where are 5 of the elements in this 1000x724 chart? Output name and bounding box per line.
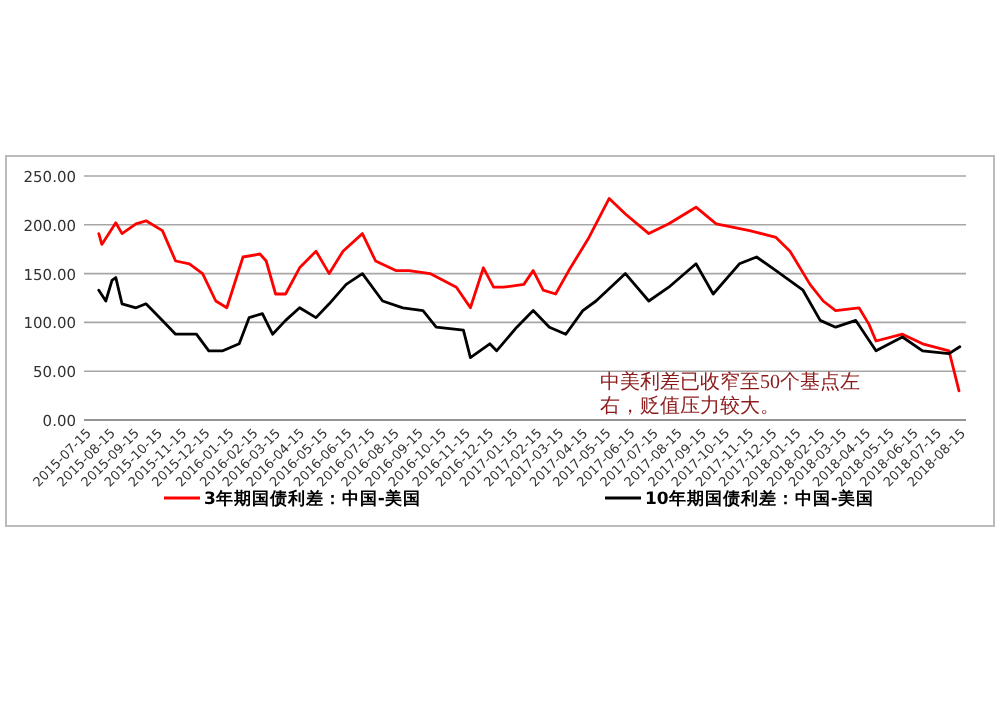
annotation: 中美利差已收窄至50个基点左右，贬值压力较大。: [600, 370, 860, 418]
line-series: [97, 197, 961, 393]
legend-label: 3年期国债利差：中国-美国: [204, 488, 421, 510]
legend-label: 10年期国债利差：中国-美国: [645, 488, 874, 510]
line-series: [97, 255, 962, 359]
